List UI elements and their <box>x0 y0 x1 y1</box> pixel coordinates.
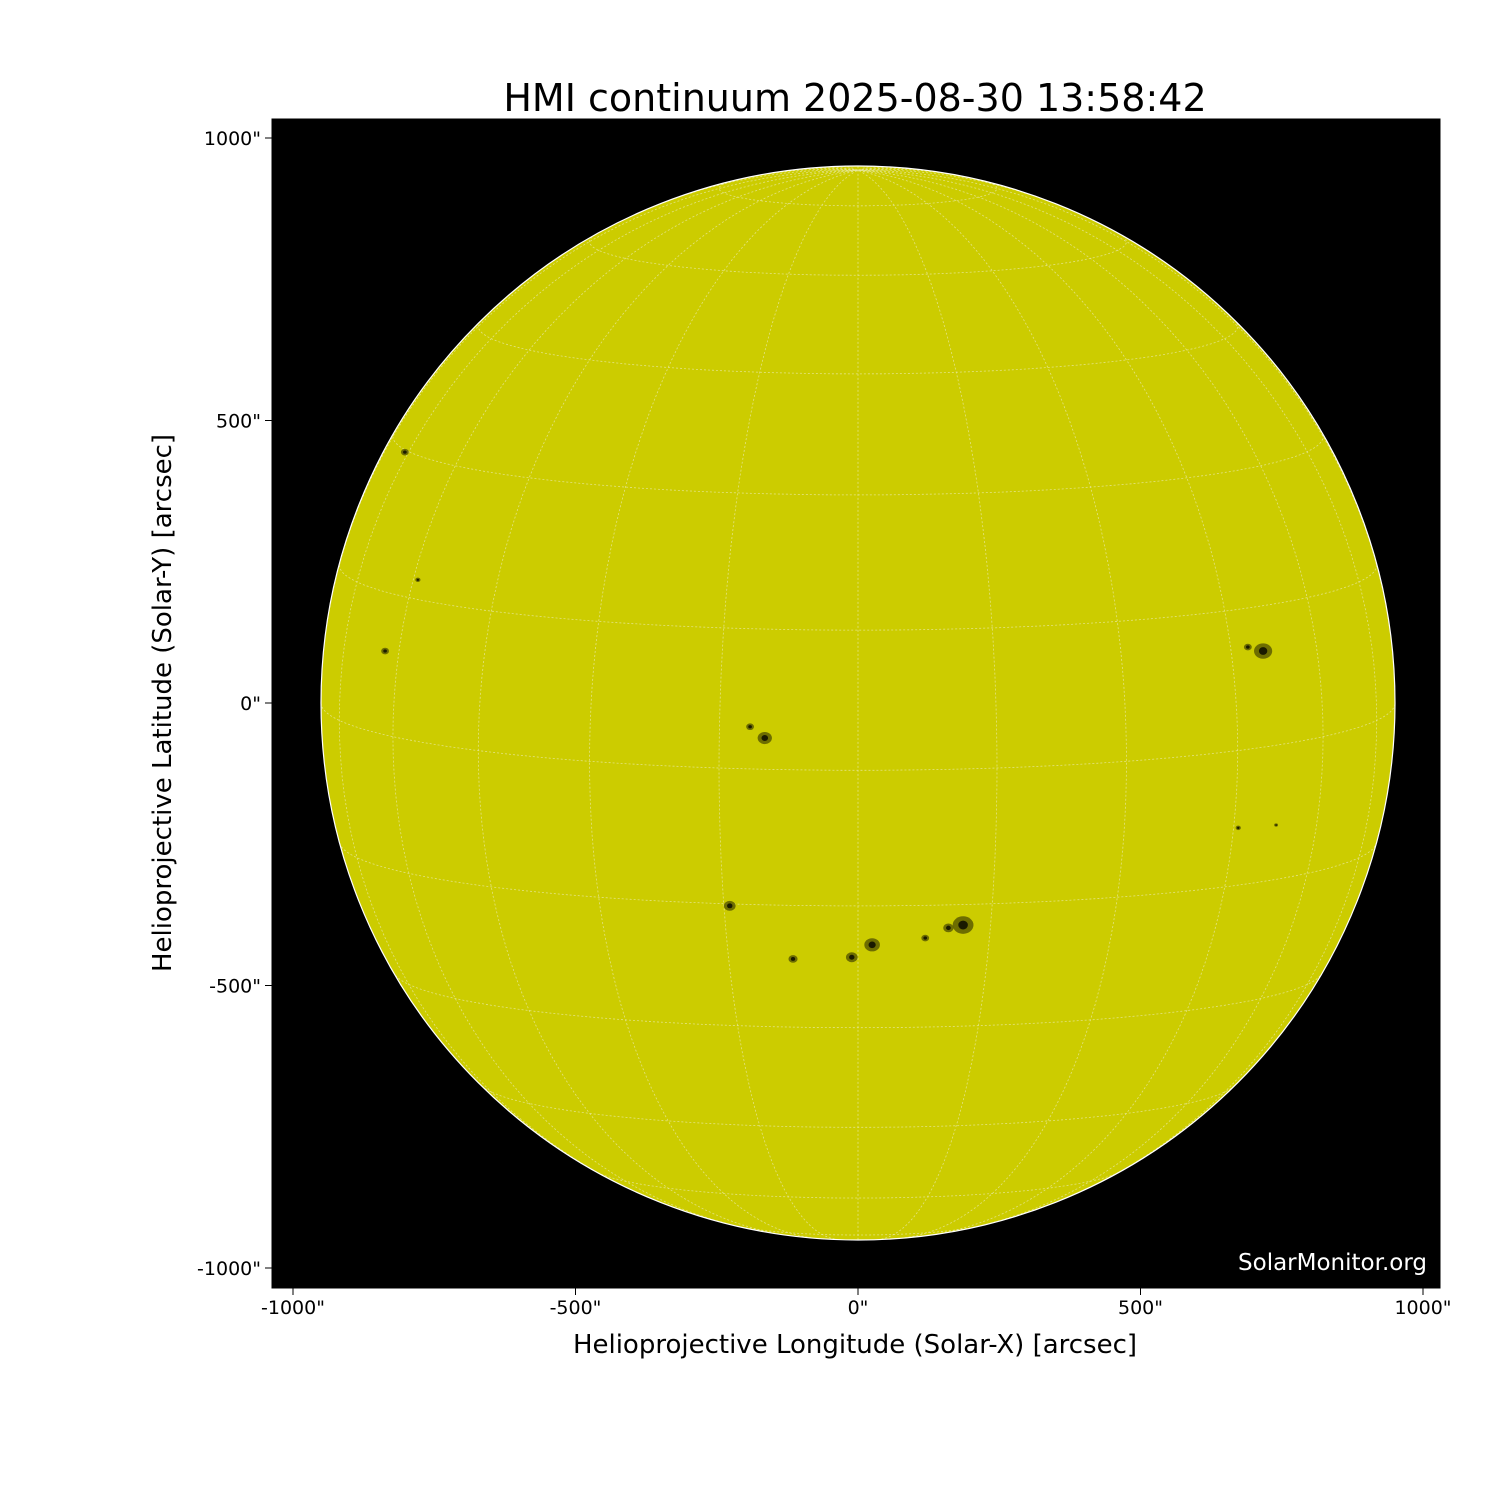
x-axis-ticks: -1000" -500" 0" 500" 1000" <box>261 1288 1452 1319</box>
sunspot-umbra <box>383 649 387 653</box>
longitude-line <box>843 166 859 171</box>
y-tick-label: -500" <box>209 976 261 998</box>
sunspot-umbra <box>403 450 407 454</box>
sunspot-umbra <box>748 725 752 729</box>
longitude-line <box>745 168 859 179</box>
longitude-line <box>857 169 1086 217</box>
sunspot-umbra <box>727 903 733 909</box>
solar-limb <box>320 165 1396 1241</box>
longitude-line <box>857 166 873 171</box>
coordinate-grid <box>321 166 1395 1240</box>
longitude-line <box>857 169 1239 1235</box>
sunspots <box>381 448 1279 963</box>
longitude-line <box>338 169 859 1182</box>
sunspot-umbra <box>849 954 855 960</box>
sunspot-umbra <box>1258 647 1268 655</box>
sunspot-umbra <box>790 957 796 961</box>
x-axis-label: Helioprojective Longitude (Solar-X) [arc… <box>573 1330 1137 1360</box>
y-tick-label: 0" <box>240 693 261 715</box>
y-tick-label: 1000" <box>204 128 261 150</box>
x-tick-label: 0" <box>848 1297 869 1319</box>
longitude-line <box>589 169 859 1239</box>
x-tick-label: -1000" <box>261 1297 325 1319</box>
y-axis-ticks: 1000" 500" 0" -500" -1000" <box>197 128 272 1280</box>
sunspot-umbra <box>1237 826 1240 829</box>
y-tick-label: 500" <box>216 411 261 433</box>
watermark: SolarMonitor.org <box>1238 1250 1427 1276</box>
longitude-line <box>857 168 971 179</box>
longitude-line <box>857 169 1378 1182</box>
chart-title: HMI continuum 2025-08-30 13:58:42 <box>503 76 1206 120</box>
y-axis-label: Helioprojective Latitude (Solar-Y) [arcs… <box>148 434 178 972</box>
longitude-line <box>857 169 1127 1239</box>
x-tick-label: -500" <box>550 1297 602 1319</box>
sunspot-umbra <box>1246 645 1250 649</box>
sunspot-umbra <box>923 936 928 940</box>
latitude-line <box>338 565 1378 631</box>
sunspot-umbra <box>416 578 420 581</box>
sunspot-umbra <box>958 920 968 930</box>
latitude-line <box>477 321 1239 375</box>
longitude-line <box>630 169 859 217</box>
longitude-line <box>477 169 859 1235</box>
sunspot-umbra <box>946 925 951 931</box>
longitude-line <box>857 167 924 171</box>
latitude-line <box>718 179 998 207</box>
longitude-line <box>792 167 859 171</box>
x-tick-label: 1000" <box>1394 1297 1451 1319</box>
y-tick-label: -1000" <box>197 1258 261 1280</box>
longitude-line <box>857 169 1324 1225</box>
sunspot-umbra <box>761 735 769 742</box>
sunspot-umbra <box>1275 824 1277 826</box>
sunspot-umbra <box>868 941 876 949</box>
x-tick-label: 500" <box>1118 1297 1163 1319</box>
longitude-line <box>392 169 859 1225</box>
